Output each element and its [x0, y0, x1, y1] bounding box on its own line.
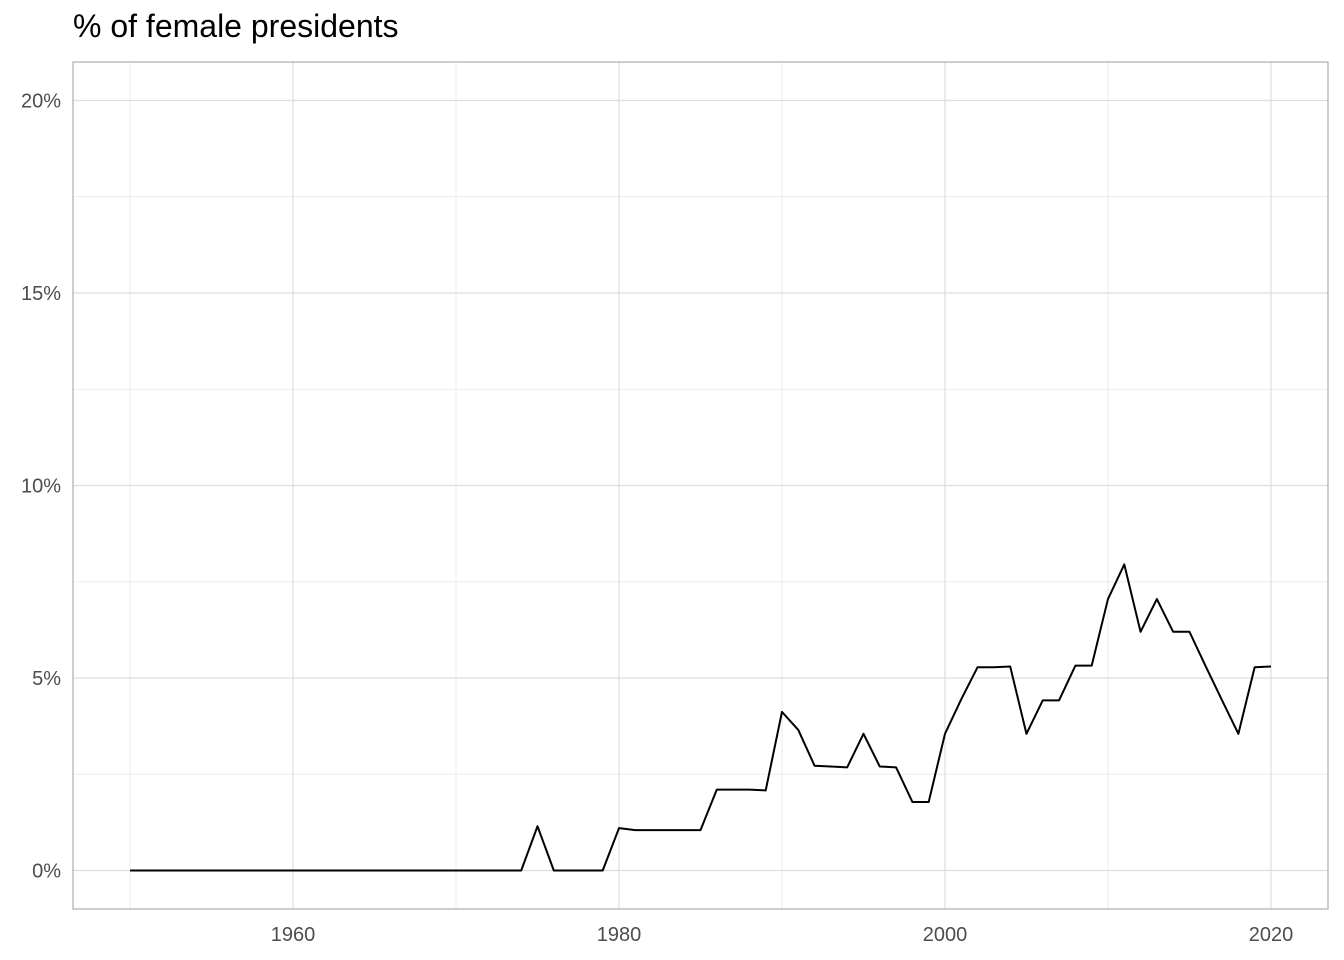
y-tick-label: 5% — [32, 668, 61, 690]
series-line — [130, 563, 1271, 872]
x-tick-label: 2020 — [1249, 924, 1294, 946]
chart-title: % of female presidents — [73, 8, 399, 44]
y-axis-ticks: 0% 5% 10% 15% 20% — [21, 91, 61, 883]
x-tick-label: 1960 — [271, 924, 316, 946]
x-tick-label: 2000 — [923, 924, 968, 946]
plot-panel-border — [72, 61, 1329, 910]
y-tick-label: 15% — [21, 283, 61, 305]
major-gridlines — [73, 62, 1328, 909]
y-tick-label: 0% — [32, 861, 61, 883]
y-tick-label: 10% — [21, 476, 61, 498]
y-tick-label: 20% — [21, 91, 61, 113]
x-tick-label: 1980 — [597, 924, 642, 946]
series-layer — [130, 563, 1271, 872]
x-axis-ticks: 1960 1980 2000 2020 — [271, 924, 1293, 946]
